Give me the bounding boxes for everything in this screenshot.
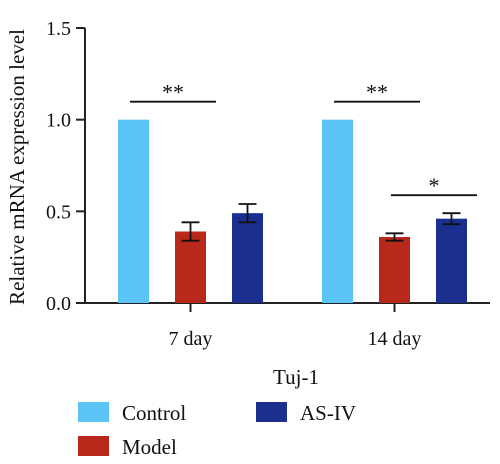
bar-as-iv-1 [232, 213, 263, 303]
y-tick-label: 1.0 [46, 110, 71, 132]
legend: Control Model AS-IV [78, 401, 356, 459]
legend-swatch-as-iv [256, 402, 287, 422]
legend-swatch-model [78, 436, 109, 456]
y-axis-title: Relative mRNA expression level [5, 29, 29, 305]
bar-model-2 [379, 237, 410, 303]
legend-label-model: Model [122, 435, 177, 459]
legend-label-control: Control [122, 401, 186, 425]
bar-control-1 [118, 119, 149, 304]
y-tick-label: 1.5 [46, 18, 71, 40]
significance-label: * [429, 173, 440, 198]
y-tick-label: 0.5 [46, 201, 71, 223]
bar-as-iv-2 [436, 218, 467, 303]
bars-group [118, 119, 467, 304]
legend-swatch-control [78, 402, 109, 422]
significance-annotations: ** *** [130, 80, 477, 198]
x-tick-label: 14 day [368, 328, 422, 350]
x-axis: 7 day 14 day [84, 302, 490, 350]
significance-label: ** [162, 80, 184, 105]
x-axis-title: Tuj-1 [273, 365, 319, 389]
legend-label-as-iv: AS-IV [300, 401, 356, 425]
y-axis: 0.0 0.5 1.0 1.5 [46, 18, 86, 315]
bar-control-2 [322, 119, 353, 304]
y-tick-label: 0.0 [46, 293, 71, 315]
x-tick-label: 7 day [169, 328, 213, 350]
bar-model-1 [175, 231, 206, 303]
significance-label: ** [366, 80, 388, 105]
